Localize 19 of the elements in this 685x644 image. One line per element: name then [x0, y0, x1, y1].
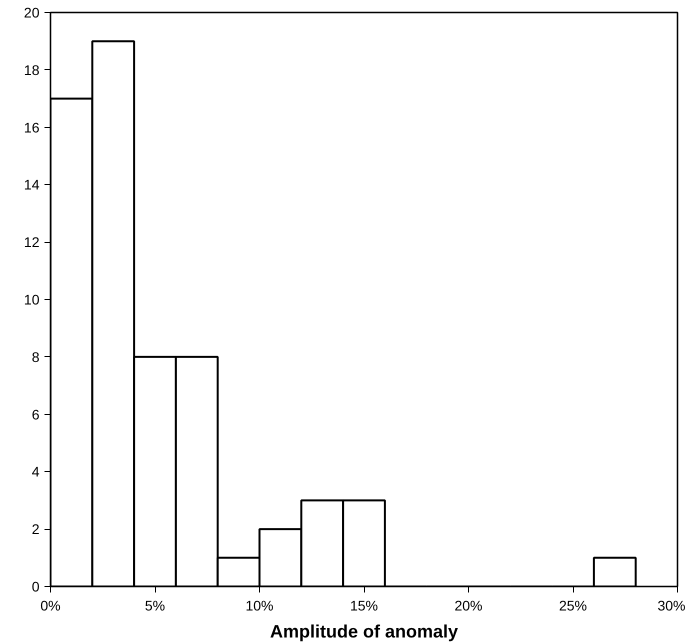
y-tick-label: 8	[32, 348, 40, 365]
y-tick-label: 10	[24, 292, 40, 308]
y-tick-label: 18	[24, 62, 40, 78]
y-tick-label: 6	[32, 406, 40, 422]
x-axis-title: Amplitude of anomaly	[270, 622, 458, 642]
y-tick-label: 14	[24, 176, 40, 193]
x-tick-label: 20%	[454, 598, 483, 614]
x-tick-label: 5%	[144, 598, 166, 614]
y-tick-label: 12	[24, 234, 40, 250]
x-tick-label: 15%	[350, 598, 378, 614]
x-tick-label: 10%	[245, 598, 274, 614]
y-tick-label: 4	[32, 464, 40, 480]
x-tick-label: 0%	[40, 598, 61, 614]
x-tick-label: 30%	[657, 598, 685, 614]
y-tick-label: 2	[32, 521, 40, 538]
y-tick-label: 20	[24, 4, 40, 20]
y-tick-label: 0	[32, 578, 40, 594]
y-tick-label: 16	[24, 119, 40, 136]
x-tick-label: 25%	[558, 598, 588, 614]
